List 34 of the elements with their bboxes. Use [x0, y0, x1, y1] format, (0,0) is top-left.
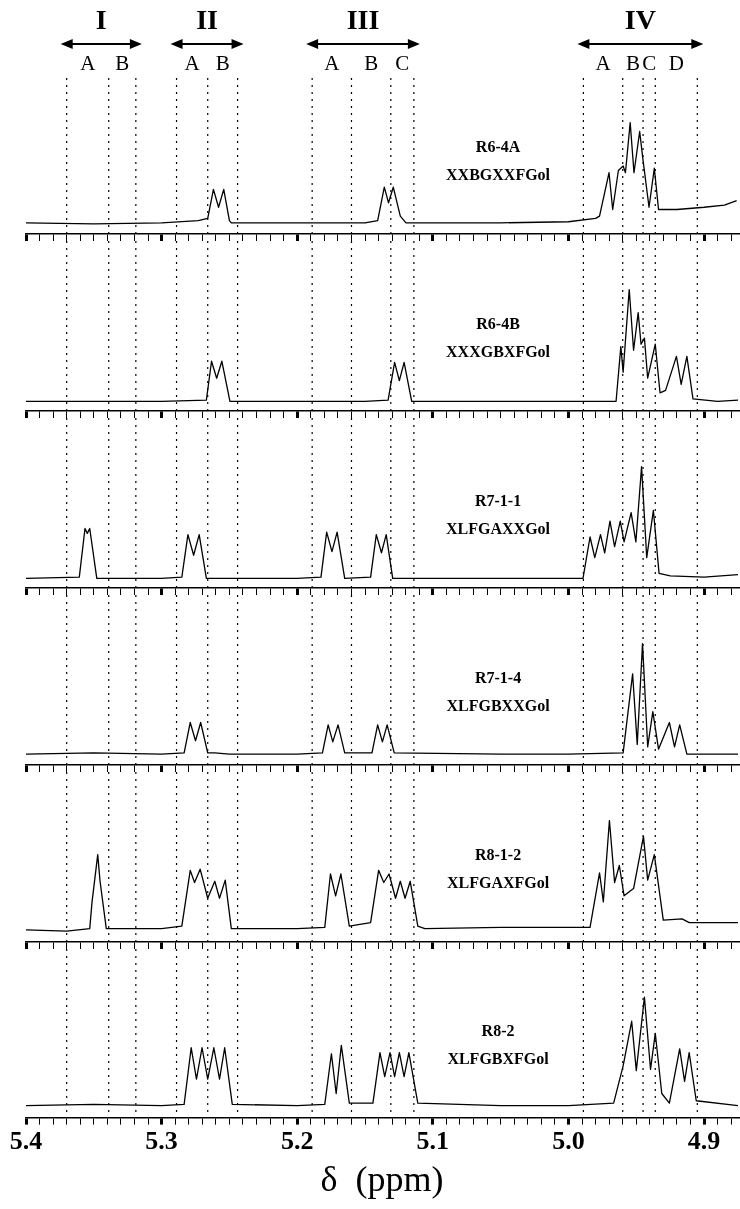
- ref-line-label: D: [668, 50, 684, 75]
- text: XLFGAXXGol: [446, 520, 551, 538]
- ref-line-label: B: [115, 50, 130, 75]
- text: R8-1-2: [474, 846, 522, 864]
- text: XXBGXXFGol: [446, 166, 551, 184]
- text: R6-4A: [475, 138, 521, 156]
- x-tick-label: 5.4: [9, 1125, 43, 1155]
- text: XXXGBXFGol: [446, 343, 551, 361]
- text: R7-1-1: [474, 492, 522, 510]
- ref-line-label: B: [625, 50, 640, 75]
- text: I: [95, 4, 107, 36]
- ref-line-label: C: [395, 50, 410, 75]
- ref-line-label: C: [642, 50, 657, 75]
- text: XLFGAXFGol: [446, 874, 550, 892]
- x-tick-label: 5.1: [416, 1125, 450, 1155]
- text: IV: [624, 4, 656, 36]
- text: XLFGBXXGol: [446, 697, 551, 715]
- ref-line-label: A: [80, 50, 97, 75]
- ref-line-label: A: [595, 50, 612, 75]
- text: II: [196, 4, 218, 36]
- ref-line-label: A: [324, 50, 341, 75]
- x-tick-label: 5.0: [552, 1125, 585, 1155]
- ref-line-label: B: [215, 50, 230, 75]
- text: R7-1-4: [474, 669, 522, 687]
- x-tick-label: 4.9: [687, 1125, 721, 1155]
- ref-line-label: A: [184, 50, 201, 75]
- x-tick-label: 5.2: [280, 1125, 314, 1155]
- ref-line-label: B: [364, 50, 379, 75]
- x-axis-title: δ (ppm): [320, 1158, 444, 1199]
- text: XLFGBXFGol: [447, 1049, 550, 1067]
- x-tick-label: 5.3: [145, 1125, 178, 1155]
- text: III: [346, 4, 380, 36]
- text: R8-2: [481, 1021, 515, 1039]
- text: R6-4B: [476, 315, 521, 333]
